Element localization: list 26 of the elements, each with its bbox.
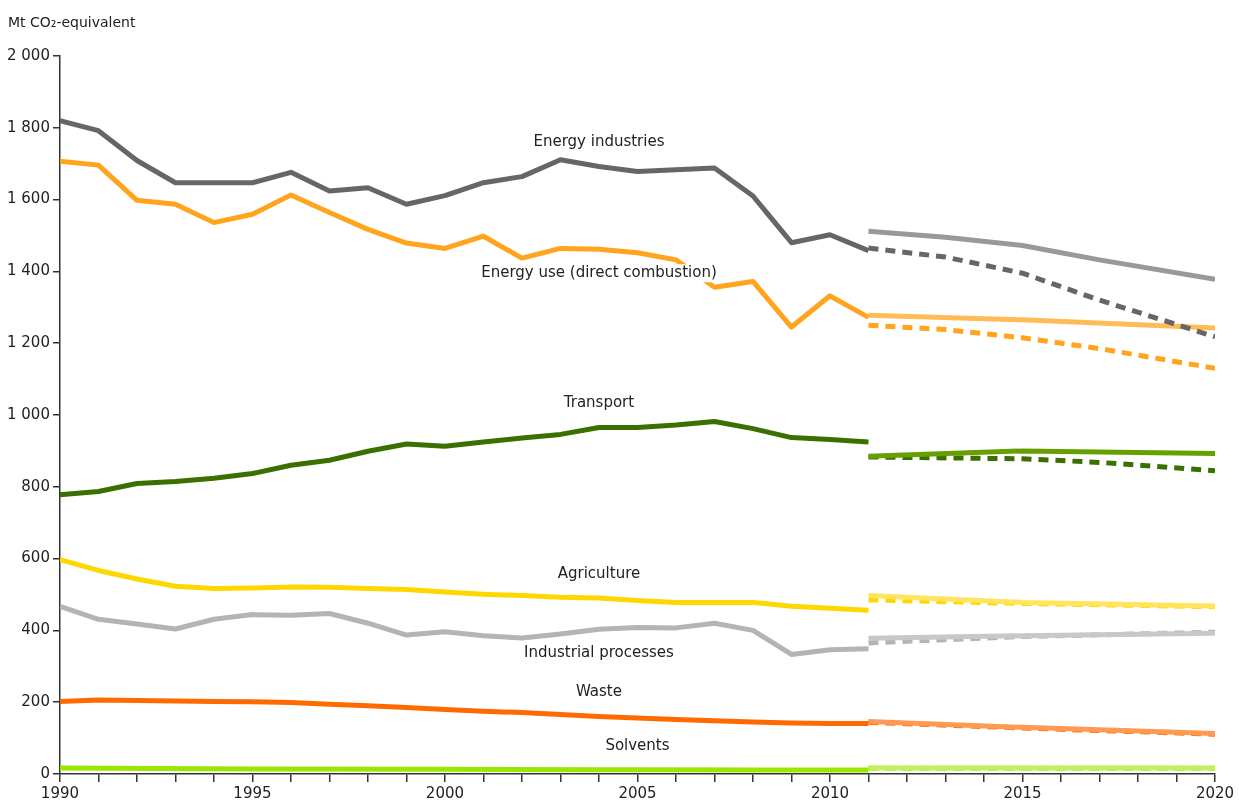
x-tick-label: 2010: [810, 783, 850, 802]
y-tick-label: 1 000: [6, 404, 50, 423]
x-tick-label: 2020: [1195, 783, 1235, 802]
y-tick-label: 1 400: [6, 261, 50, 280]
x-tick-label: 2015: [1003, 783, 1042, 802]
y-tick-label: 400: [21, 620, 50, 639]
y-tick-label: 1 600: [6, 189, 50, 208]
y-tick-label: 0: [40, 763, 50, 782]
series-label: Waste: [575, 682, 622, 701]
y-tick-label: 2 000: [6, 45, 50, 64]
series-label: Industrial processes: [524, 643, 675, 662]
x-tick-label: 1995: [233, 783, 272, 802]
y-tick-label: 600: [21, 548, 50, 567]
y-tick-label: 800: [21, 476, 50, 495]
y-axis-title: Mt CO₂-equivalent: [8, 14, 136, 30]
x-tick-label: 1990: [40, 783, 80, 802]
series-label: Agriculture: [557, 563, 641, 582]
y-tick-label: 1 800: [6, 117, 50, 136]
series-label: Solvents: [605, 735, 670, 754]
x-tick-label: 2005: [618, 783, 657, 802]
series-label: Energy use (direct combustion): [481, 263, 717, 282]
x-tick-label: 2000: [425, 783, 465, 802]
y-tick-label: 1 200: [6, 333, 50, 352]
series-label: Transport: [562, 393, 635, 412]
series-label: Energy industries: [533, 132, 665, 151]
y-tick-label: 200: [21, 692, 50, 711]
